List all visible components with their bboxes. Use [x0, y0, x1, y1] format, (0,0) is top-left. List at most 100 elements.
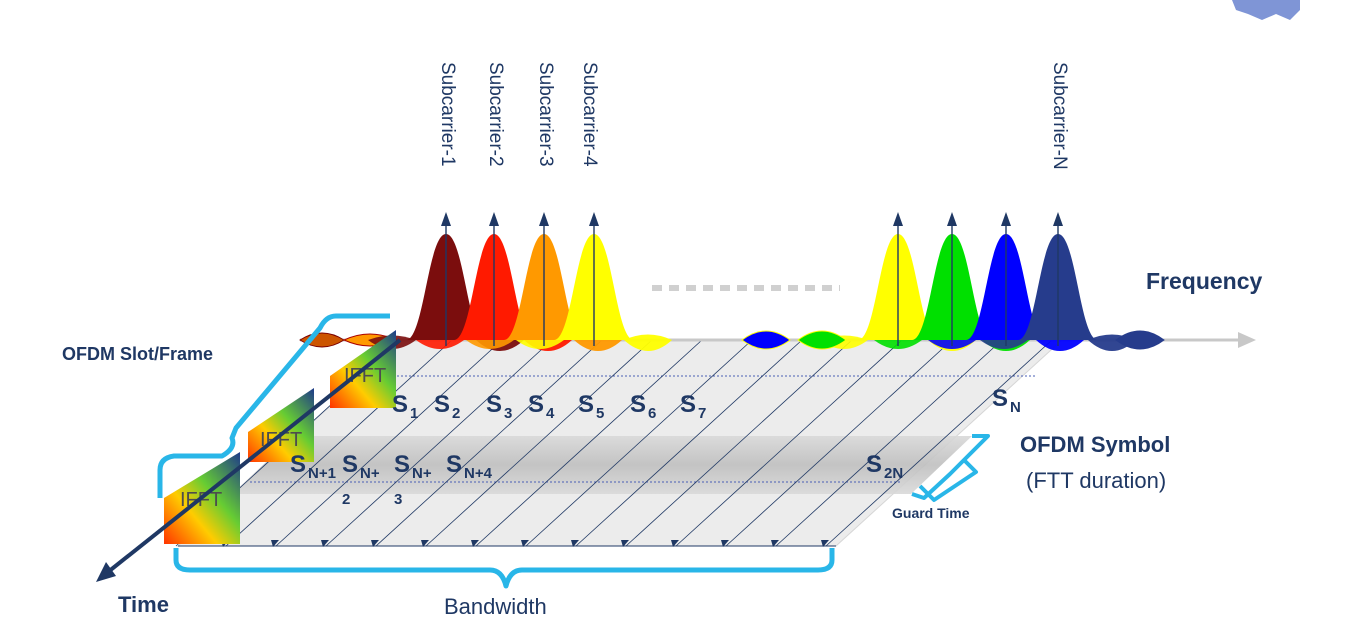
svg-text:S: S — [630, 391, 646, 418]
bottom-arrowhead-6 — [421, 540, 429, 547]
subcarrier-1-label: Subcarrier-1 — [437, 62, 458, 167]
guard-time-bracket — [918, 458, 978, 502]
grid-diagonal-2 — [225, 339, 453, 547]
grid-diagonal-10 — [625, 339, 853, 547]
svg-text:S: S — [394, 451, 410, 478]
svg-text:S: S — [290, 451, 306, 478]
grid-diagonals — [175, 339, 1053, 547]
symbol-sn4: S N+4 — [446, 451, 493, 482]
svg-text:N+1: N+1 — [308, 465, 336, 482]
svg-text:S: S — [434, 391, 450, 418]
grid-diagonal-12 — [725, 339, 953, 547]
symbol-band — [232, 436, 972, 494]
bottom-arrowhead-8 — [521, 540, 529, 547]
bottom-arrowhead-10 — [621, 540, 629, 547]
bottom-arrowhead-4 — [321, 540, 329, 547]
svg-text:S: S — [486, 391, 502, 418]
subcarrier-arrowhead-2 — [489, 212, 499, 226]
symbol-sn2: S N+ 2 — [342, 451, 380, 508]
bottom-arrowhead-11 — [671, 540, 679, 547]
subcarrier-arrowhead-5 — [893, 212, 903, 226]
bottom-arrowhead-7 — [471, 540, 479, 547]
time-label: Time — [118, 592, 169, 617]
bottom-arrowhead-13 — [771, 540, 779, 547]
grid-diagonal-8 — [525, 339, 753, 547]
svg-text:S: S — [392, 391, 408, 418]
bottom-arrowhead-5 — [371, 540, 379, 547]
svg-text:N+: N+ — [360, 465, 380, 482]
grid-diagonal-5 — [375, 339, 603, 547]
right-sidelobe-1 — [741, 330, 791, 350]
subcarrier-n-label: Subcarrier-N — [1049, 62, 1070, 170]
right-sidelobe-2 — [797, 330, 847, 350]
sidelobe-4 — [624, 334, 672, 351]
ofdm-symbol-label: OFDM Symbol — [1020, 432, 1170, 457]
svg-text:7: 7 — [698, 405, 706, 422]
subcarrier-arrowhead-6 — [947, 212, 957, 226]
grid-diagonal-3 — [275, 339, 503, 547]
svg-text:N+: N+ — [412, 465, 432, 482]
bandwidth-brace — [173, 548, 835, 589]
frequency-label: Frequency — [1146, 268, 1263, 294]
bottom-arrowhead-12 — [721, 540, 729, 547]
svg-text:4: 4 — [546, 405, 555, 422]
grid-diagonal-7 — [475, 339, 703, 547]
subcarrier-arrowhead-7 — [1001, 212, 1011, 226]
svg-text:IFFT: IFFT — [344, 365, 386, 387]
ofdm-slot-brace — [157, 313, 390, 498]
time-axis — [106, 338, 402, 574]
gear-icon — [1232, 0, 1300, 20]
symbol-s2n: S 2N — [866, 451, 903, 482]
svg-text:IFFT: IFFT — [260, 429, 302, 451]
bandwidth-label: Bandwidth — [444, 594, 547, 619]
grid-diagonal-6 — [425, 339, 653, 547]
grid-diagonal-4 — [325, 339, 553, 547]
svg-text:3: 3 — [504, 405, 512, 422]
subcarrier-arrowhead-4 — [589, 212, 599, 226]
ofdm-slot-label: OFDM Slot/Frame — [62, 344, 213, 364]
subcarrier-3-label: Subcarrier-3 — [535, 62, 556, 167]
svg-text:S: S — [578, 391, 594, 418]
svg-text:S: S — [342, 451, 358, 478]
subcarrier-arrowhead-1 — [441, 212, 451, 226]
frequency-axis-arrowhead — [1238, 332, 1256, 348]
subcarrier-2-label: Subcarrier-2 — [485, 62, 506, 167]
right-sidelobe-3 — [1115, 330, 1165, 350]
grid-diagonal-9 — [575, 339, 803, 547]
svg-text:1: 1 — [410, 405, 418, 422]
subcarrier-arrowhead-3 — [539, 212, 549, 226]
subcarrier-4-label: Subcarrier-4 — [579, 62, 600, 167]
grid-diagonal-14 — [825, 339, 1053, 547]
svg-text:6: 6 — [648, 405, 656, 422]
svg-text:S: S — [680, 391, 696, 418]
svg-text:2: 2 — [342, 491, 350, 508]
fft-duration-label: (FTT duration) — [1026, 468, 1166, 493]
svg-text:S: S — [446, 451, 462, 478]
svg-text:2N: 2N — [884, 465, 903, 482]
bottom-arrowhead-3 — [271, 540, 279, 547]
grid-diagonal-11 — [675, 339, 903, 547]
ofdm-symbol-brace — [911, 434, 990, 500]
time-axis-arrowhead — [96, 562, 116, 582]
ifft-block-2: IFFT — [248, 388, 314, 462]
bottom-arrowhead-14 — [821, 540, 829, 547]
svg-text:N+4: N+4 — [464, 465, 493, 482]
svg-text:N: N — [1010, 399, 1021, 416]
symbol-sn3: S N+ 3 — [394, 451, 432, 508]
guard-time-label: Guard Time — [892, 505, 970, 521]
svg-text:5: 5 — [596, 405, 604, 422]
subcarrier-arrows — [441, 212, 1063, 346]
svg-text:S: S — [866, 451, 882, 478]
symbol-sn1: S N+1 — [290, 451, 336, 482]
svg-text:S: S — [528, 391, 544, 418]
svg-text:S: S — [992, 385, 1008, 412]
